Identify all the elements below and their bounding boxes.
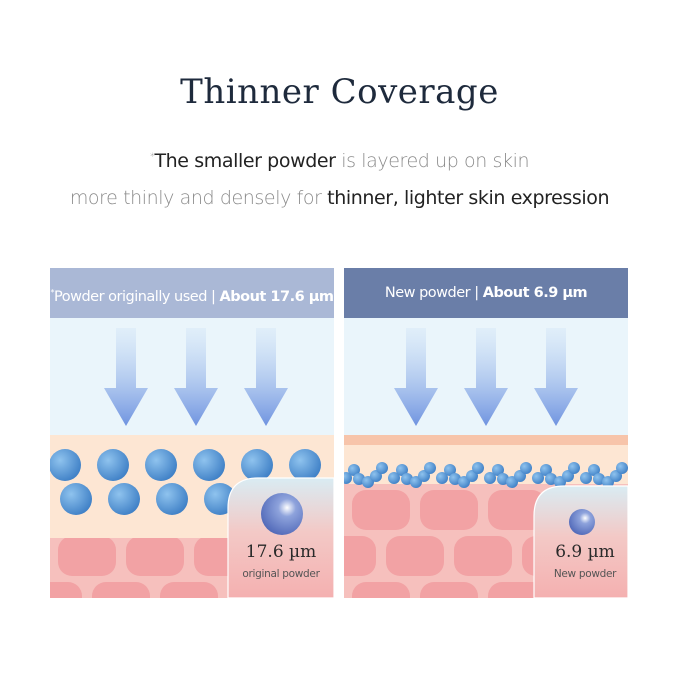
header-separator: | xyxy=(470,285,483,301)
panel-new-powder: New powder | About 6.9 µm 6.9 µm New pow… xyxy=(344,268,628,598)
header-separator: | xyxy=(206,288,220,305)
skin-cell xyxy=(50,582,82,598)
magnified-particle xyxy=(569,509,595,535)
magnified-inset xyxy=(227,477,334,598)
powder-particle xyxy=(436,472,448,484)
skin-cell xyxy=(352,490,410,530)
powder-particle xyxy=(396,464,408,476)
subtitle-line-1: *The smaller powder is layered up on ski… xyxy=(0,150,679,172)
header-label: Powder originally used xyxy=(53,288,207,305)
powder-particle xyxy=(472,462,484,474)
powder-particle xyxy=(376,462,388,474)
inset-caption: original powder xyxy=(242,568,320,580)
panel-header: *Powder originally used | About 17.6 µm xyxy=(50,268,334,318)
magnified-inset xyxy=(533,485,628,598)
down-arrow-icon xyxy=(244,328,288,426)
powder-particle xyxy=(344,472,352,484)
footnote-mark: * xyxy=(149,151,155,163)
down-arrow-icon xyxy=(104,328,148,426)
powder-particle xyxy=(241,449,273,481)
subtitle-bold: thinner, lighter skin expression xyxy=(327,187,610,209)
down-arrow-icon xyxy=(174,328,218,426)
powder-particle xyxy=(348,464,360,476)
footnote-mark: * xyxy=(50,288,54,297)
skin-cell xyxy=(344,536,376,576)
powder-particle xyxy=(193,449,225,481)
skin-cell xyxy=(420,582,478,598)
powder-particle xyxy=(616,462,628,474)
powder-particle xyxy=(484,472,496,484)
down-arrow-icon xyxy=(394,328,438,426)
powder-particle xyxy=(520,462,532,474)
new-powder-illustration xyxy=(344,268,628,598)
skin-cell xyxy=(454,536,512,576)
subtitle-text: more thinly and densely for xyxy=(69,187,328,209)
powder-particle xyxy=(50,449,81,481)
powder-particle xyxy=(588,464,600,476)
skin-cell xyxy=(420,490,478,530)
powder-particle xyxy=(289,449,321,481)
powder-particle xyxy=(540,464,552,476)
skin-cell xyxy=(160,582,218,598)
inset-size-value: 17.6 µm xyxy=(245,542,317,562)
down-arrow-icon xyxy=(534,328,578,426)
powder-particle xyxy=(492,464,504,476)
powder-particle xyxy=(108,483,140,515)
powder-particle xyxy=(156,483,188,515)
powder-particle xyxy=(580,472,592,484)
subtitle-bold: The smaller powder xyxy=(154,150,336,172)
skin-cell xyxy=(488,582,546,598)
skin-cell xyxy=(126,536,184,576)
powder-particle xyxy=(444,464,456,476)
panel-original-powder: *Powder originally used | About 17.6 µm … xyxy=(50,268,334,598)
skin-cell xyxy=(92,582,150,598)
header-value: About 6.9 µm xyxy=(482,285,588,301)
skin-cell xyxy=(58,536,116,576)
inset-caption: New powder xyxy=(553,568,617,580)
skin-cell xyxy=(386,536,444,576)
powder-particle xyxy=(424,462,436,474)
page-title: Thinner Coverage xyxy=(180,72,499,112)
subtitle-line-2: more thinly and densely for thinner, lig… xyxy=(0,187,679,209)
inset-size-value: 6.9 µm xyxy=(555,542,615,562)
powder-particle xyxy=(60,483,92,515)
top-stripe xyxy=(344,435,628,445)
original-powder-illustration xyxy=(50,268,334,598)
down-arrow-icon xyxy=(464,328,508,426)
powder-particle xyxy=(97,449,129,481)
magnified-particle xyxy=(261,493,303,535)
subtitle-text: is layered up on skin xyxy=(335,150,530,172)
header-label: New powder xyxy=(384,285,471,301)
skin-cell xyxy=(488,490,546,530)
powder-particle xyxy=(532,472,544,484)
skin-cell xyxy=(352,582,410,598)
powder-particle xyxy=(568,462,580,474)
powder-particle xyxy=(145,449,177,481)
panel-header: New powder | About 6.9 µm xyxy=(344,268,628,318)
header-value: About 17.6 µm xyxy=(219,288,334,305)
powder-particle xyxy=(388,472,400,484)
